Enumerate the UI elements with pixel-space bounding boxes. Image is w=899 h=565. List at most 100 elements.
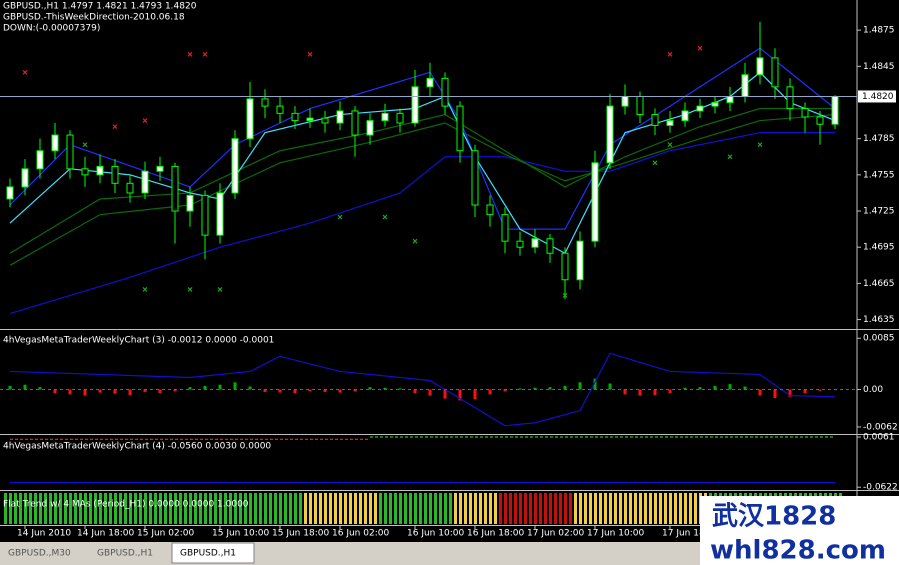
histogram-bar: [23, 384, 27, 390]
histogram-bar: [98, 389, 102, 393]
active-tab[interactable]: [171, 542, 255, 564]
x-tick-label: 14 Jun 18:00: [77, 529, 134, 539]
histogram-bar: [383, 387, 387, 390]
trend-bar-run: [454, 493, 497, 524]
y-tick-label: 0.0085: [863, 334, 895, 344]
histogram-bar: [653, 389, 657, 395]
candle-body: [546, 238, 554, 254]
candle-body: [576, 240, 584, 281]
candle-body: [96, 165, 104, 176]
candle-body: [156, 165, 164, 172]
x-tick-label: 16 Jun 18:00: [467, 529, 524, 539]
candle-body: [441, 77, 449, 107]
candle-body: [831, 95, 839, 125]
candle-body: [396, 112, 404, 124]
candle-body: [726, 95, 734, 104]
candle-body: [291, 112, 299, 122]
candle-body: [111, 165, 119, 184]
x-tick-label: 16 Jun 02:00: [332, 529, 389, 539]
signal-marker: [187, 286, 193, 292]
signal-marker: [142, 286, 148, 292]
histogram-bar: [83, 389, 87, 396]
histogram-bar: [758, 389, 762, 396]
signal-marker: [382, 214, 388, 220]
candle-body: [171, 165, 179, 212]
histogram-bar: [623, 389, 627, 395]
signal-marker: [562, 293, 568, 298]
tab[interactable]: GBPUSD.,M30: [8, 549, 71, 559]
candle-body: [681, 110, 689, 122]
signal-marker: [667, 51, 673, 57]
histogram-bar: [338, 389, 342, 393]
candle-body: [351, 110, 359, 136]
candle-body: [501, 214, 509, 242]
histogram-bar: [728, 384, 732, 390]
tab[interactable]: GBPUSD.,H1: [97, 549, 153, 559]
signal-marker: [142, 118, 148, 124]
y-tick-label: 1.4785: [863, 134, 895, 144]
x-tick-label: 17 Jun 02:00: [527, 529, 584, 539]
histogram-bar: [68, 389, 72, 395]
watermark: 武汉1828: [712, 502, 836, 532]
histogram-bar: [503, 389, 507, 392]
histogram-bar: [593, 378, 597, 390]
indicator-line: [9, 47, 836, 230]
y-tick-label: -0.0622: [863, 483, 898, 493]
y-tick-label: 1.4695: [863, 243, 895, 253]
histogram-bar: [608, 383, 612, 390]
candle-body: [246, 98, 254, 140]
histogram-bar: [203, 385, 207, 390]
tab[interactable]: GBPUSD.,H1: [180, 549, 236, 559]
panel-title: 4hVegasMetaTraderWeeklyChart (3) -0.0012…: [3, 336, 274, 346]
current-price-box: [858, 90, 896, 103]
histogram-bar: [233, 382, 237, 390]
candle-body: [381, 112, 389, 122]
candle-body: [6, 186, 14, 200]
histogram-bar: [143, 389, 147, 392]
candle-body: [606, 105, 614, 164]
histogram-bar: [398, 388, 402, 390]
candle-body: [621, 95, 629, 107]
candle-body: [516, 240, 524, 248]
candle-body: [81, 168, 89, 176]
candle-body: [216, 192, 224, 236]
candle-body: [531, 238, 539, 248]
histogram-bar: [218, 384, 222, 390]
header-text: GBPUSD.-ThisWeekDirection-2010.06.18: [3, 13, 185, 23]
y-tick-label: 1.4635: [863, 315, 895, 325]
histogram-bar: [773, 389, 777, 398]
histogram-bar: [368, 387, 372, 390]
candle-body: [486, 204, 494, 216]
histogram-bar: [113, 389, 117, 394]
header-text: DOWN:(-0.00007379): [3, 24, 100, 34]
candle-body: [741, 74, 749, 97]
histogram-bar: [803, 389, 807, 394]
trend-bar-run: [499, 493, 572, 524]
candle-body: [456, 105, 464, 152]
histogram-bar: [263, 389, 267, 392]
candle-body: [696, 105, 704, 112]
histogram-bar: [698, 387, 702, 390]
histogram-bar: [188, 387, 192, 390]
candle-body: [231, 138, 239, 194]
y-tick-label: 1.4875: [863, 26, 895, 36]
histogram-bar: [548, 387, 552, 390]
candle-body: [711, 102, 719, 107]
candle-body: [471, 150, 479, 206]
histogram-bar: [128, 389, 132, 395]
signal-marker: [217, 286, 223, 292]
histogram-bar: [428, 389, 432, 396]
candle-body: [186, 194, 194, 212]
histogram-bar: [278, 389, 282, 393]
signal-marker: [82, 142, 88, 148]
signal-marker: [202, 51, 208, 57]
candle-body: [426, 77, 434, 88]
histogram-bar: [53, 389, 57, 394]
trend-bar-run: [574, 493, 707, 524]
watermark-box: [700, 496, 899, 565]
x-tick-label: 16 Jun 10:00: [407, 529, 464, 539]
signal-marker: [652, 160, 658, 166]
candle-body: [336, 110, 344, 124]
candle-body: [771, 57, 779, 88]
